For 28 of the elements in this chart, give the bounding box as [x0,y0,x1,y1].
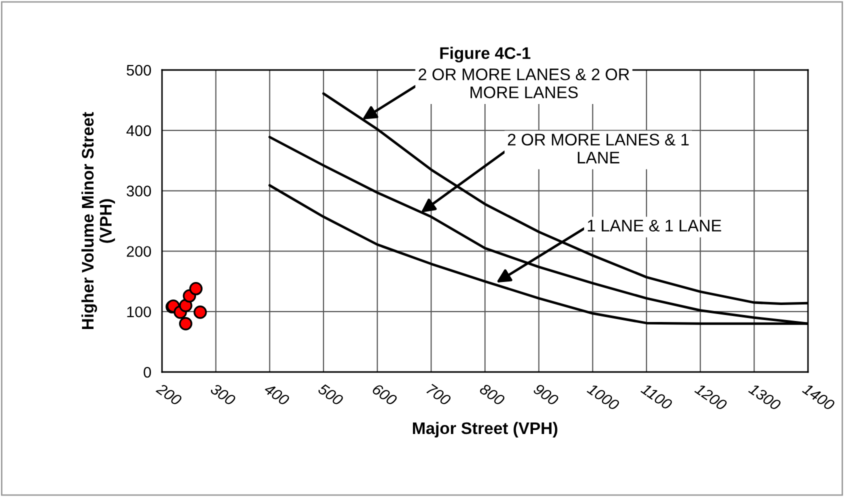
y-axis-title: Higher Volume Minor Street (VPH) [81,112,115,330]
y-tick-label: 400 [126,125,151,136]
x-tick-label: 1300 [748,382,782,412]
annotation: 2 OR MORE LANES & 1 LANE [508,134,689,164]
y-tick-label: 300 [126,186,151,196]
x-tick-label: 400 [263,382,290,406]
x-axis-title: Major Street (VPH) [412,422,558,438]
chart-title: Figure 4C-1 [440,46,530,62]
y-tick-label: 200 [126,246,151,257]
x-tick-label: 1100 [640,382,674,410]
annotation: 2 OR MORE LANES & 2 OR MORE LANES [418,68,630,98]
x-tick-label: 1200 [694,382,728,412]
x-tick-label: 200 [155,382,183,406]
x-tick-label: 900 [532,383,560,406]
y-tick-label: 500 [126,64,151,76]
point [194,306,207,319]
x-tick-label: 700 [426,384,452,406]
x-tick-label: 300 [210,382,236,406]
point [189,282,203,296]
y-tick-label: 100 [127,306,151,318]
x-tick-label: 1000 [586,382,620,412]
x-tick-label: 800 [478,382,506,406]
x-tick-label: 600 [372,383,398,406]
annotation: 1 LANE & 1 LANE [588,220,722,232]
x-tick-label: 1400 [802,382,836,412]
y-tick-label: 0 [144,366,151,378]
x-tick-label: 500 [317,382,344,406]
point [179,317,192,330]
